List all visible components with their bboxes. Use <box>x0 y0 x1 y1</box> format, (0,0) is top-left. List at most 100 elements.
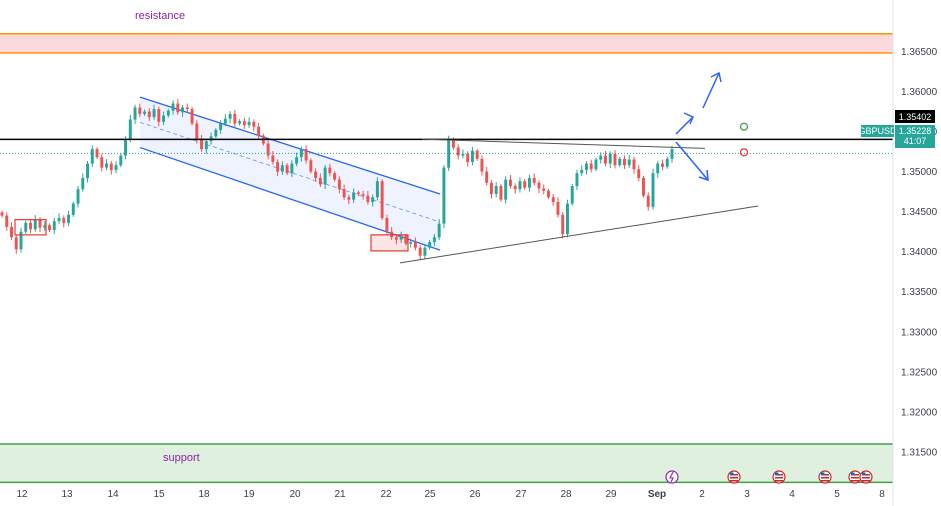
candle <box>428 240 432 250</box>
flag-canton <box>775 472 779 476</box>
x-tick-label: 27 <box>515 489 527 500</box>
candle <box>447 135 451 171</box>
candle <box>29 219 32 234</box>
candle-body <box>599 155 603 160</box>
candle <box>632 156 636 174</box>
candle-body <box>304 149 308 161</box>
candle-body <box>100 157 104 168</box>
candle-body <box>143 111 147 114</box>
flag-canton <box>730 472 734 476</box>
y-tick-label: 1.36500 <box>901 47 938 58</box>
candle-body <box>385 218 389 232</box>
candle-body <box>670 149 674 159</box>
x-tick-label: 20 <box>289 489 301 500</box>
candle <box>499 184 503 202</box>
us-flag-icon <box>727 470 741 484</box>
x-tick-label: 18 <box>198 489 210 500</box>
candle-body <box>280 165 284 172</box>
candle <box>489 180 493 199</box>
candle-body <box>527 177 531 188</box>
candle-body <box>299 149 303 158</box>
flag-stripe <box>730 474 738 476</box>
y-tick-label: 1.36000 <box>901 87 938 98</box>
zones-layer <box>0 33 893 484</box>
flag-stripe <box>862 474 870 476</box>
candle <box>584 160 588 175</box>
lightning-icon <box>665 470 679 484</box>
candle-body <box>147 111 151 118</box>
candle-body <box>157 109 161 122</box>
candle <box>371 194 375 207</box>
candle-body <box>627 159 631 166</box>
flag-stripe <box>821 477 829 479</box>
flag-stripe <box>730 477 738 479</box>
candle <box>661 159 664 171</box>
flag-stripe <box>775 480 783 482</box>
candle-body <box>352 192 356 200</box>
candle-body <box>285 165 289 174</box>
x-tick-label: 12 <box>16 489 28 500</box>
candle-body <box>556 202 560 215</box>
candle <box>333 171 337 182</box>
x-tick-label: Sep <box>648 489 666 500</box>
candle-body <box>242 121 246 126</box>
candle <box>437 219 441 240</box>
candle <box>575 169 579 190</box>
support-zone <box>0 443 893 483</box>
candle-body <box>0 212 4 216</box>
candle <box>309 158 313 174</box>
x-tick-label: 19 <box>243 489 255 500</box>
candle-body <box>404 235 408 244</box>
arrow-up-first <box>675 116 694 135</box>
candle <box>561 212 565 239</box>
candle-body <box>86 163 90 178</box>
x-tick-label: 4 <box>789 489 795 500</box>
candle <box>651 168 655 210</box>
uk-flag-icon <box>848 470 862 484</box>
candle <box>62 215 66 228</box>
candle <box>238 119 242 126</box>
candle <box>290 160 294 178</box>
candle-body <box>551 197 555 203</box>
candle <box>356 190 360 197</box>
y-tick-label: 1.32500 <box>901 367 938 378</box>
candle <box>57 213 61 224</box>
candle-body <box>584 163 588 170</box>
candle <box>366 191 370 205</box>
candle-body <box>447 139 451 168</box>
candle-body <box>499 186 503 200</box>
candle-body <box>456 147 460 156</box>
candle-body <box>171 103 175 111</box>
candle-body <box>76 189 80 204</box>
candle <box>100 153 104 172</box>
candle-body <box>5 215 9 227</box>
candle-body <box>413 242 417 248</box>
candle <box>565 199 569 238</box>
candle <box>314 168 318 182</box>
candle-body <box>10 226 13 238</box>
y-axis: 1.365001.360001.355001.350001.345001.340… <box>892 0 938 506</box>
candle <box>504 176 508 204</box>
candle-body <box>570 186 574 204</box>
candle-body <box>604 155 607 164</box>
candle-body <box>238 121 242 124</box>
candle-body <box>271 155 275 162</box>
candle <box>95 147 99 160</box>
candle-body <box>181 107 185 113</box>
candle <box>24 220 28 234</box>
candle-body <box>228 113 232 119</box>
candle <box>19 227 23 253</box>
candle-body <box>399 235 403 240</box>
candle-body <box>632 159 636 170</box>
candle <box>10 222 13 240</box>
triangle-upper-line <box>421 138 706 149</box>
candle <box>485 167 489 186</box>
candle <box>618 156 622 168</box>
candle <box>608 151 612 169</box>
candle-body <box>43 225 47 228</box>
candle <box>271 151 275 165</box>
candle <box>157 106 161 127</box>
candle-body <box>190 109 194 124</box>
candle <box>523 179 527 190</box>
